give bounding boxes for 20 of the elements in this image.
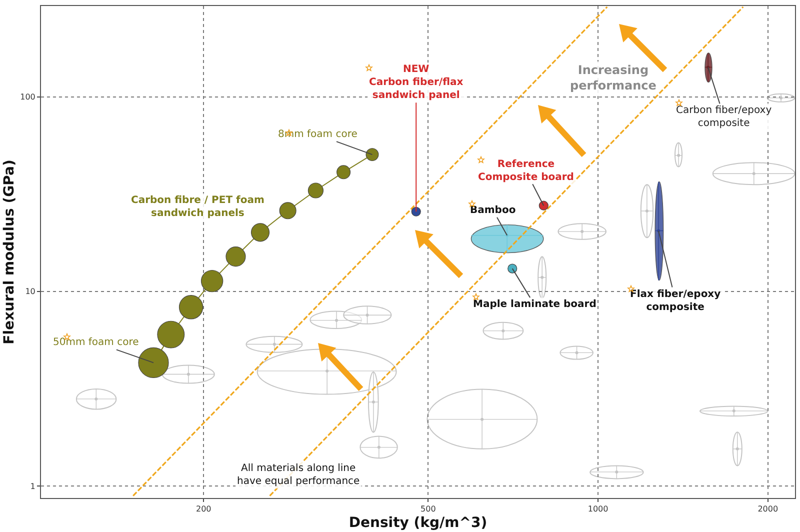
y-axis-title: Flexural modulus (GPa) (2, 160, 18, 344)
annotation: 50mm foam core (53, 337, 139, 348)
annotation: Carbon fibre / PET foam sandwich panels (131, 195, 264, 219)
annotation: Carbon fiber/epoxy composite (676, 105, 772, 129)
annotation: 8mm foam core (278, 129, 358, 140)
x-axis-title: Density (kg/m^3) (348, 514, 488, 531)
annotation: Flax fiber/epoxy composite (630, 289, 722, 313)
annotation: All materials along line have equal performance (237, 463, 360, 487)
y-tick-label: 10 (25, 287, 36, 296)
x-tick-label: 1000 (588, 504, 608, 514)
annotation: Bamboo (470, 205, 516, 216)
x-tick-label: 500 (420, 504, 436, 514)
y-tick-label: 1 (30, 482, 36, 491)
annotation: NEW Carbon fiber/flax sandwich panel (369, 64, 464, 101)
x-tick-label: 2000 (758, 504, 778, 514)
annotation: Increasing performance (570, 63, 656, 93)
x-tick-label: 200 (196, 504, 212, 514)
annotation: Reference Composite board (478, 159, 574, 183)
y-tick-label: 100 (20, 92, 36, 102)
annotation: Maple laminate board (473, 299, 596, 310)
